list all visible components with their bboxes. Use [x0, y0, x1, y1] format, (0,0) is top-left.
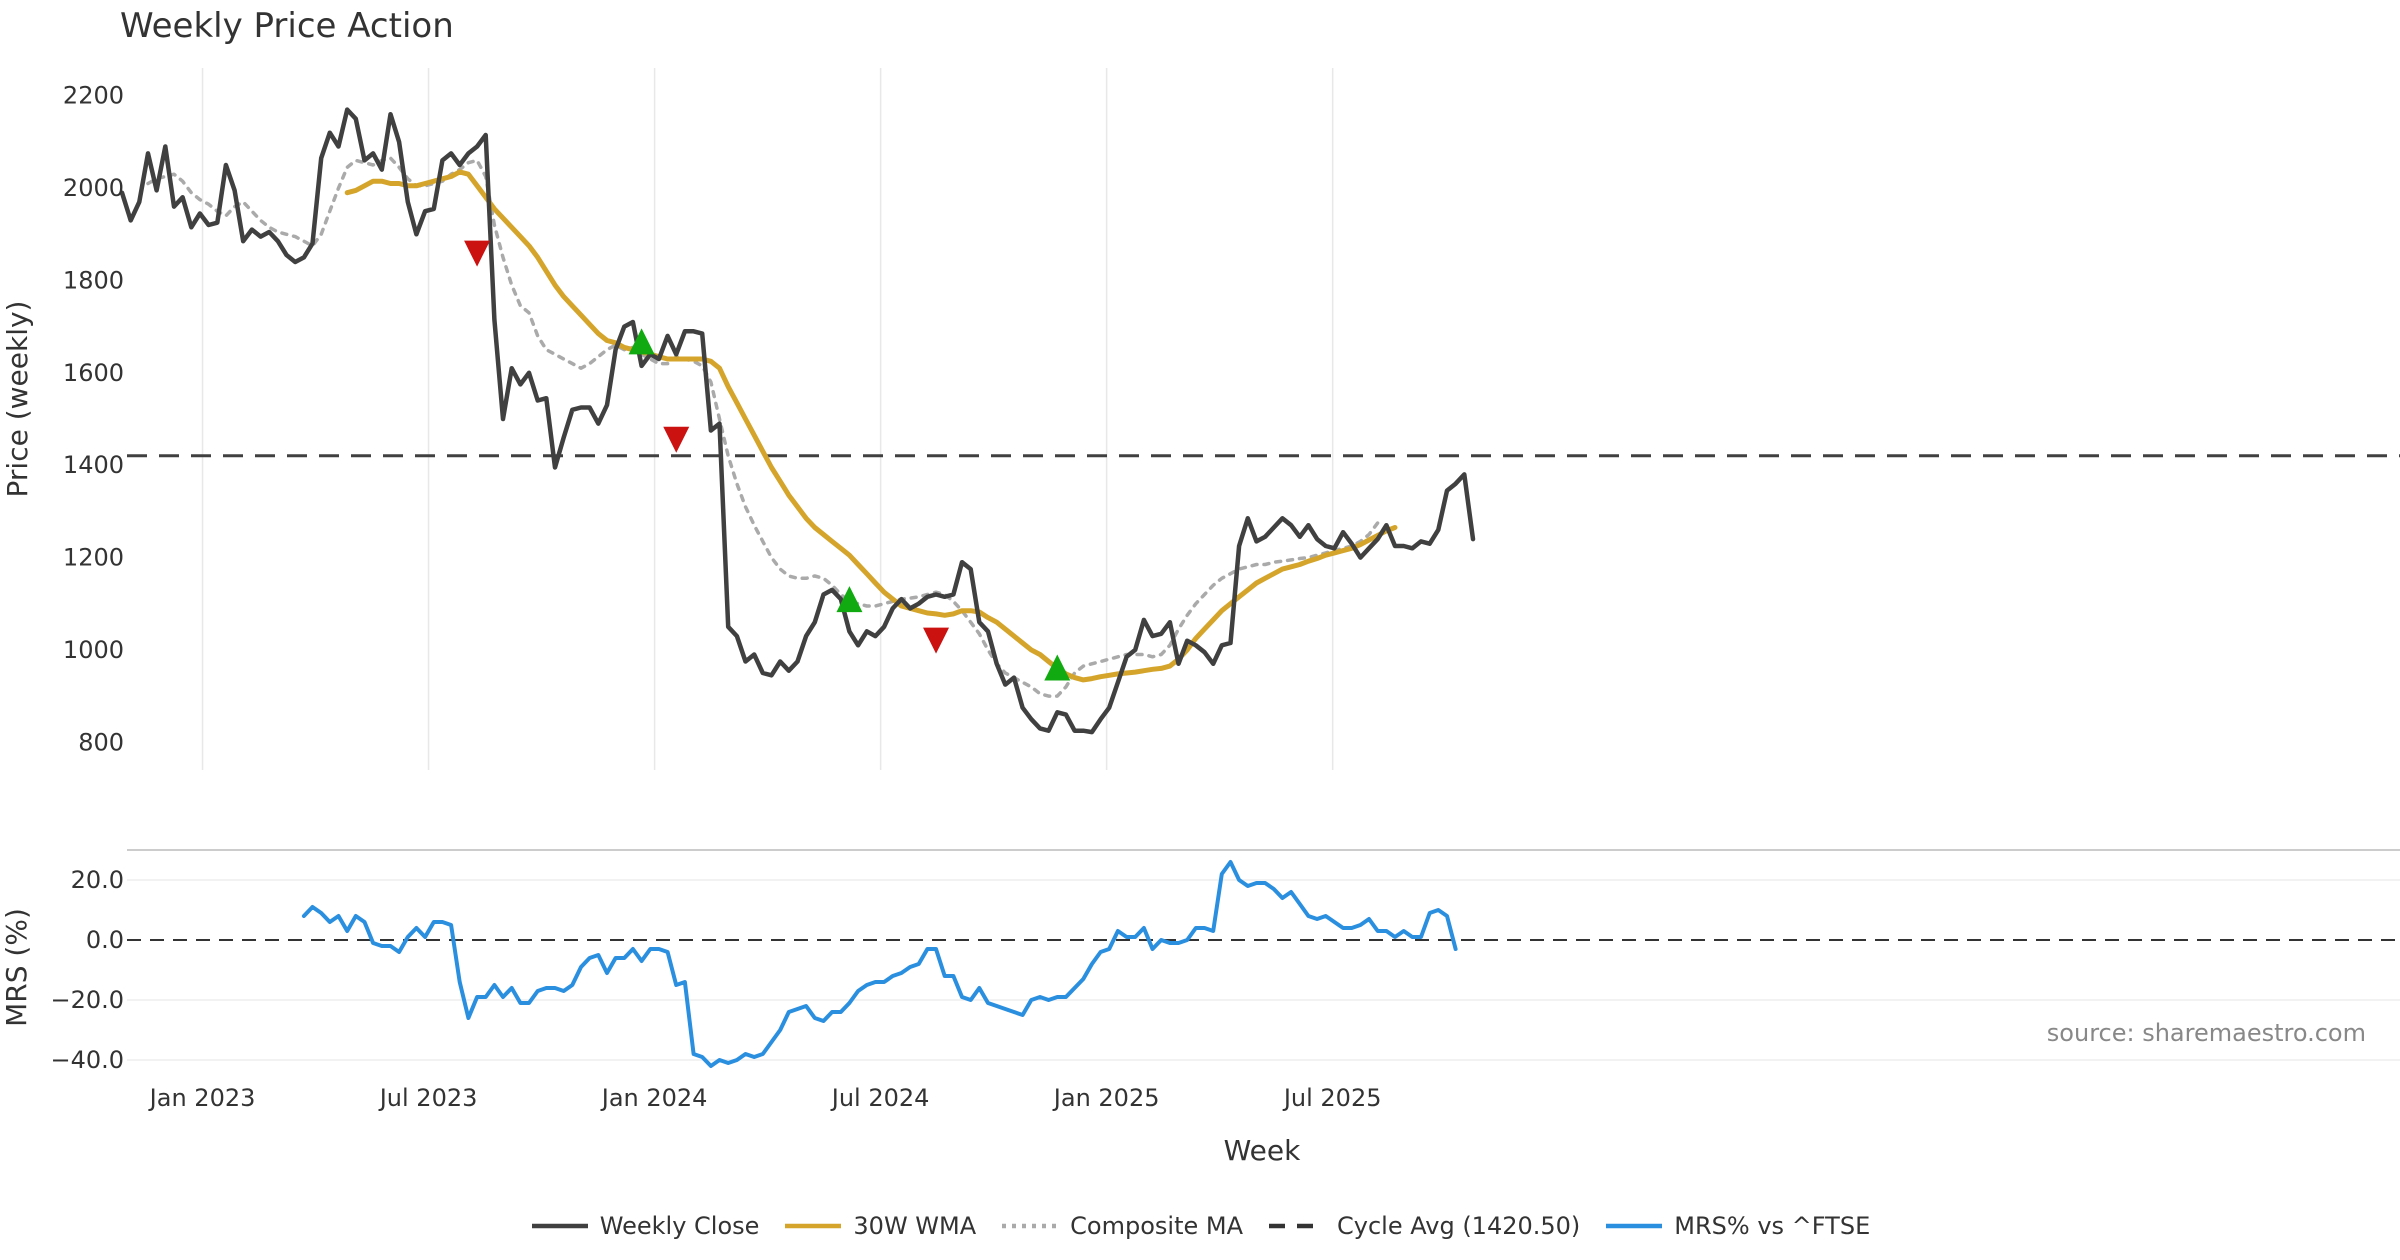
- legend-label: Weekly Close: [599, 1212, 760, 1240]
- price-y-axis-label: Price (weekly): [1, 301, 34, 498]
- chart-legend: Weekly Close 30W WMA Composite MA Cycle Avg…: [0, 1212, 2400, 1240]
- x-tick-label: Jan 2023: [148, 1084, 256, 1112]
- price-y-tick-label: 1600: [63, 359, 124, 387]
- sell-signal-marker: [923, 627, 950, 654]
- chart-title: Weekly Price Action: [120, 6, 454, 46]
- price-y-tick-label: 1400: [63, 451, 124, 479]
- legend-item: Cycle Avg (1420.50): [1267, 1212, 1580, 1240]
- source-note: source: sharemaestro.com: [2046, 1019, 2366, 1047]
- series-line-mrs: [301, 860, 1458, 1068]
- price-y-tick-label: 2000: [63, 174, 124, 202]
- buy-signal-marker: [1044, 654, 1071, 681]
- sell-signal-marker: [663, 426, 690, 453]
- mrs-y-axis-label: MRS (%): [0, 908, 33, 1027]
- price-y-tick-label: 1800: [63, 266, 124, 294]
- legend-item: MRS% vs ^FTSE: [1604, 1212, 1870, 1240]
- legend-label: 30W WMA: [853, 1212, 977, 1240]
- series-line-composite-ma: [146, 156, 1380, 698]
- legend-item: 30W WMA: [783, 1212, 976, 1240]
- grid-layer: [127, 68, 2400, 1061]
- price-y-tick-label: 1200: [63, 544, 124, 572]
- x-tick-label: Jul 2024: [830, 1084, 930, 1112]
- price-y-tick-label: 2200: [63, 82, 124, 110]
- legend-label: Composite MA: [1070, 1212, 1244, 1240]
- x-tick-label: Jul 2023: [378, 1084, 478, 1112]
- signal-markers: [464, 240, 1071, 681]
- x-tick-label: Jan 2025: [1052, 1084, 1160, 1112]
- mrs-y-tick-label: 20.0: [71, 866, 124, 894]
- series-layer: [119, 107, 1476, 1068]
- price-y-tick-label: 800: [78, 728, 124, 756]
- mrs-y-tick-label: −40.0: [50, 1046, 124, 1074]
- buy-signal-marker: [836, 586, 863, 613]
- x-tick-label: Jan 2024: [600, 1084, 708, 1112]
- buy-signal-marker: [628, 328, 655, 355]
- x-axis-label: Week: [1224, 1134, 1301, 1167]
- axis-labels: 800 1000 1200 1400 1600 1800 2000 2200 Price (we…: [0, 82, 1382, 1167]
- reference-lines: [127, 454, 2400, 941]
- series-line-weekly-close: [119, 107, 1476, 735]
- legend-swatch: [1606, 1223, 1663, 1229]
- legend-swatch: [1269, 1223, 1326, 1229]
- sell-signal-marker: [464, 240, 491, 267]
- legend-swatch: [1002, 1223, 1059, 1229]
- legend-item: Weekly Close: [530, 1212, 760, 1240]
- x-tick-label: Jul 2025: [1282, 1084, 1382, 1112]
- legend-item: Composite MA: [1000, 1212, 1243, 1240]
- legend-label: Cycle Avg (1420.50): [1337, 1212, 1581, 1240]
- legend-label: MRS% vs ^FTSE: [1674, 1212, 1871, 1240]
- series-line-30w-wma: [344, 169, 1398, 683]
- legend-swatch: [531, 1223, 588, 1229]
- legend-swatch: [785, 1223, 842, 1229]
- mrs-y-tick-label: 0.0: [86, 926, 124, 954]
- price-y-tick-label: 1000: [63, 636, 124, 664]
- mrs-y-tick-label: −20.0: [50, 986, 124, 1014]
